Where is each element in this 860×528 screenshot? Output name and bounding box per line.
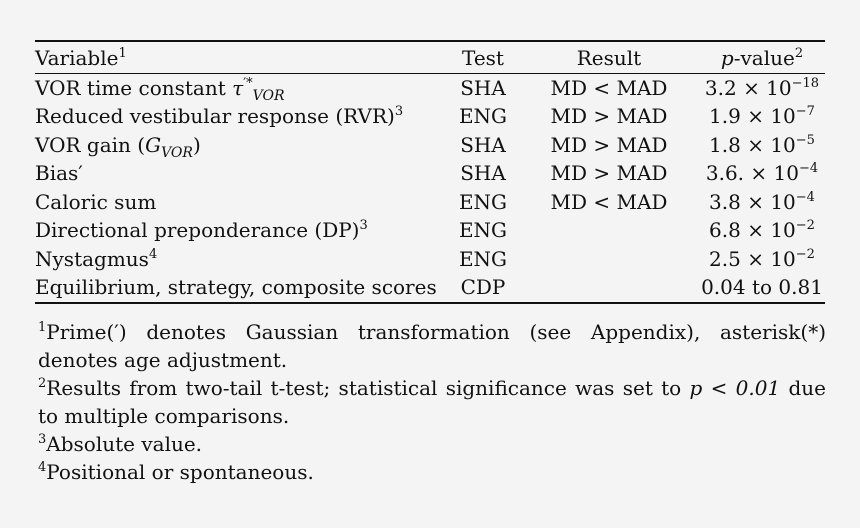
result-cell: MD > MAD bbox=[550, 161, 668, 185]
results-table: Variable1 Test Result p-value2 VOR time … bbox=[35, 40, 825, 304]
table-row: Directional preponderance (DP)3 ENG 6.8 … bbox=[35, 216, 825, 245]
header-test: Test bbox=[462, 46, 504, 70]
header-result: Result bbox=[576, 46, 642, 70]
test-cell: SHA bbox=[460, 75, 506, 100]
table-row: VOR gain (GVOR) SHA MD > MAD 1.8 × 10−5 bbox=[35, 131, 825, 160]
pvalue-cell: 0.04 to 0.81 bbox=[701, 275, 823, 299]
header-variable: Variable1 bbox=[35, 46, 127, 70]
footnote: 2Results from two-tail t-test; statistic… bbox=[38, 376, 826, 428]
variable-cell: Bias′ bbox=[35, 161, 83, 185]
footnote-mark: 1 bbox=[38, 320, 47, 335]
result-cell: MD < MAD bbox=[550, 189, 668, 214]
footnote-mark: 3 bbox=[38, 432, 47, 447]
test-cell: ENG bbox=[458, 189, 508, 214]
result-cell: MD > MAD bbox=[550, 132, 668, 157]
test-cell: SHA bbox=[460, 132, 506, 157]
pvalue-cell: 3.6. × 10−4 bbox=[705, 161, 819, 185]
result-cell bbox=[519, 273, 699, 303]
test-cell: ENG bbox=[458, 246, 508, 271]
pvalue-cell: 3.2 × 10−18 bbox=[704, 75, 820, 100]
table-row: Reduced vestibular response (RVR)3 ENG M… bbox=[35, 102, 825, 131]
header-pvalue-footnote-mark: 2 bbox=[794, 46, 804, 61]
pvalue-cell: 6.8 × 10−2 bbox=[709, 218, 815, 242]
result-cell: MD < MAD bbox=[550, 75, 668, 100]
result-cell bbox=[519, 245, 699, 274]
header-pvalue: p-value2 bbox=[720, 46, 804, 70]
variable-cell: Equilibrium, strategy, composite scores bbox=[35, 275, 437, 299]
pvalue-cell: 1.9 × 10−7 bbox=[709, 104, 815, 128]
variable-cell: VOR time constant τ′*VOR bbox=[35, 75, 285, 104]
variable-cell: Directional preponderance (DP)3 bbox=[35, 218, 368, 242]
pvalue-cell: 2.5 × 10−2 bbox=[709, 246, 815, 271]
variable-cell: Nystagmus4 bbox=[35, 246, 158, 271]
variable-cell: Caloric sum bbox=[35, 189, 157, 214]
test-cell: CDP bbox=[460, 275, 506, 299]
footnote-math: p < 0.01 bbox=[689, 376, 781, 400]
footnote-mark: 2 bbox=[38, 376, 47, 391]
table-row: Caloric sum ENG MD < MAD 3.8 × 10−4 bbox=[35, 188, 825, 217]
footnote: 1Prime(′) denotes Gaussian transformatio… bbox=[38, 320, 826, 372]
table-row: Bias′ SHA MD > MAD 3.6. × 10−4 bbox=[35, 159, 825, 188]
result-cell bbox=[519, 216, 699, 245]
table-header-row: Variable1 Test Result p-value2 bbox=[35, 41, 825, 73]
footnote: 4Positional or spontaneous. bbox=[38, 460, 314, 484]
footnote-mark: 4 bbox=[38, 460, 47, 475]
table-footnotes: 1Prime(′) denotes Gaussian transformatio… bbox=[38, 318, 826, 486]
table-row: VOR time constant τ′*VOR SHA MD < MAD 3.… bbox=[35, 73, 825, 104]
test-cell: ENG bbox=[458, 104, 508, 128]
header-variable-footnote-mark: 1 bbox=[118, 46, 127, 61]
test-cell: ENG bbox=[458, 218, 508, 242]
table-row: Equilibrium, strategy, composite scores … bbox=[35, 273, 825, 303]
pvalue-cell: 3.8 × 10−4 bbox=[709, 189, 815, 214]
variable-cell: Reduced vestibular response (RVR)3 bbox=[35, 104, 404, 128]
footnote: 3Absolute value. bbox=[38, 432, 203, 456]
test-cell: SHA bbox=[460, 161, 506, 185]
table-row: Nystagmus4 ENG 2.5 × 10−2 bbox=[35, 245, 825, 274]
variable-cell: VOR gain (GVOR) bbox=[35, 132, 201, 161]
pvalue-cell: 1.8 × 10−5 bbox=[709, 132, 815, 157]
result-cell: MD > MAD bbox=[550, 104, 668, 128]
